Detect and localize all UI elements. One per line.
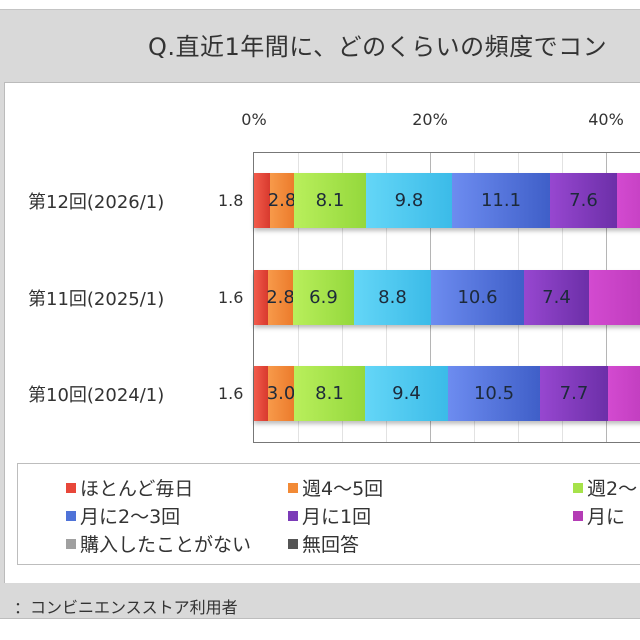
legend-label: ほとんど毎日 xyxy=(80,478,194,500)
chart-title: Q.直近1年間に、どのくらいの頻度でコン xyxy=(148,33,608,61)
legend-item: 月に1回 xyxy=(288,502,371,529)
x-tick-20: 20% xyxy=(412,110,448,129)
footer-note: ：コンビニエンスストア利用者 xyxy=(14,598,238,617)
segment-1-month: 7.6 xyxy=(550,173,617,228)
legend-item: 週2〜 xyxy=(573,474,637,501)
legend-label: 週2〜 xyxy=(587,478,638,500)
legend-item: 週4〜5回 xyxy=(288,474,383,501)
legend-label: 月に xyxy=(587,506,626,528)
segment-1-month: 7.7 xyxy=(540,366,608,421)
segment-4-5-week: 3.0 xyxy=(267,366,295,421)
row-label-12: 第12回(2026/1) xyxy=(28,192,165,213)
row-label-10: 第10回(2024/1) xyxy=(28,385,165,406)
legend-item: 月に2〜3回 xyxy=(66,502,180,529)
bar-row-12: 2.8 8.1 9.8 11.1 7.6 xyxy=(254,173,640,228)
legend: ほとんど毎日 週4〜5回 週2〜 月に2〜3回 月に1回 月に 購入したことがな… xyxy=(17,463,640,565)
legend-swatch-icon xyxy=(288,482,298,493)
row-10-daily-value: 1.6 xyxy=(218,384,244,403)
segment-daily xyxy=(254,366,268,421)
segment-2-3-month: 11.1 xyxy=(452,173,550,228)
segment-1-week: 8.8 xyxy=(354,270,431,325)
segment-less-month xyxy=(589,270,640,325)
bar-row-10: 3.0 8.1 9.4 10.5 7.7 xyxy=(254,366,640,421)
segment-1-month: 7.4 xyxy=(524,270,589,325)
segment-2-3-week: 8.1 xyxy=(294,173,366,228)
segment-daily xyxy=(254,173,270,228)
legend-swatch-icon xyxy=(66,538,76,549)
legend-swatch-icon xyxy=(66,482,76,493)
segment-daily xyxy=(254,270,268,325)
segment-less-month xyxy=(608,366,640,421)
legend-item: 購入したことがない xyxy=(66,530,251,557)
legend-swatch-icon xyxy=(573,510,583,521)
row-11-daily-value: 1.6 xyxy=(218,288,244,307)
segment-less-month xyxy=(617,173,640,228)
legend-label: 週4〜5回 xyxy=(302,478,384,500)
row-12-daily-value: 1.8 xyxy=(218,191,244,210)
plot-area: 2.8 8.1 9.8 11.1 7.6 2.8 6.9 8.8 10.6 7.… xyxy=(253,152,640,443)
segment-2-3-month: 10.5 xyxy=(448,366,540,421)
legend-label: 無回答 xyxy=(302,534,360,556)
row-label-11: 第11回(2025/1) xyxy=(28,289,165,310)
legend-swatch-icon xyxy=(288,538,298,549)
legend-item: ほとんど毎日 xyxy=(66,474,193,501)
segment-2-3-month: 10.6 xyxy=(431,270,524,325)
legend-label: 月に2〜3回 xyxy=(80,506,181,528)
x-tick-0: 0% xyxy=(241,110,267,129)
legend-swatch-icon xyxy=(288,510,298,521)
segment-2-3-week: 8.1 xyxy=(294,366,365,421)
legend-label: 月に1回 xyxy=(302,506,372,528)
legend-swatch-icon xyxy=(573,482,583,493)
x-tick-40: 40% xyxy=(588,110,624,129)
bar-row-11: 2.8 6.9 8.8 10.6 7.4 xyxy=(254,270,640,325)
segment-4-5-week: 2.8 xyxy=(266,270,295,325)
segment-1-week: 9.4 xyxy=(365,366,448,421)
segment-1-week: 9.8 xyxy=(366,173,452,228)
segment-2-3-week: 6.9 xyxy=(293,270,354,325)
segment-4-5-week: 2.8 xyxy=(268,173,296,228)
legend-item: 無回答 xyxy=(288,530,359,557)
legend-label: 購入したことがない xyxy=(80,534,252,556)
legend-swatch-icon xyxy=(66,510,76,521)
legend-item: 月に xyxy=(573,502,625,529)
